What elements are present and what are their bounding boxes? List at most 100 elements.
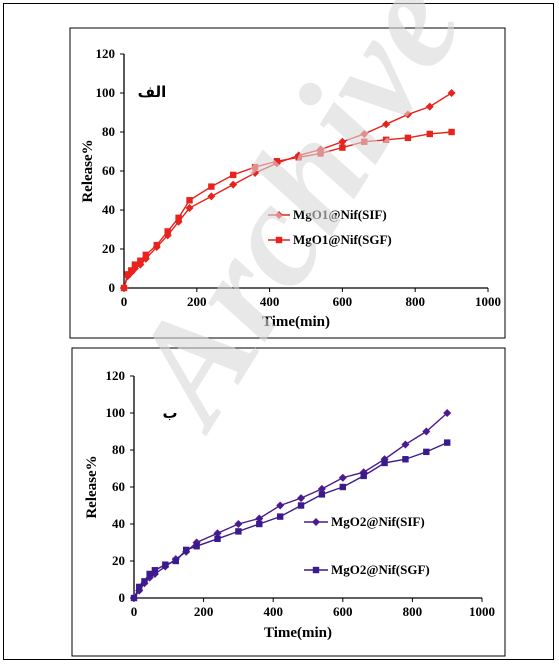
data-point (164, 228, 171, 235)
data-point (444, 439, 451, 446)
y-tick-label: 0 (119, 590, 126, 605)
data-point (447, 89, 456, 97)
x-tick-label: 400 (260, 294, 280, 309)
panel-label: ب (162, 404, 177, 422)
data-point (213, 529, 222, 538)
figure-frame (3, 3, 554, 660)
data-point (137, 257, 144, 264)
data-point (448, 128, 455, 136)
data-point (360, 472, 367, 480)
x-tick-label: 600 (333, 604, 353, 619)
data-point (426, 130, 433, 138)
data-point (172, 557, 179, 565)
legend-label: MgO2@Nif(SIF) (331, 514, 425, 529)
data-point (142, 251, 150, 259)
y-tick-label: 60 (102, 163, 115, 178)
data-point (162, 561, 169, 568)
data-point (338, 473, 347, 482)
data-point (381, 459, 388, 467)
panel-1-frame (69, 27, 506, 339)
data-point (382, 120, 391, 129)
data-point (273, 158, 281, 165)
legend-marker (312, 566, 320, 574)
data-point (136, 583, 143, 591)
x-tick-label: 800 (405, 294, 425, 309)
data-point (186, 197, 193, 204)
y-tick-label: 100 (96, 85, 116, 100)
data-point (403, 110, 412, 119)
data-point (193, 543, 200, 550)
y-tick-label: 60 (112, 479, 125, 494)
data-point (151, 567, 159, 574)
x-tick-label: 1000 (475, 294, 501, 309)
data-point (130, 594, 138, 602)
data-point (230, 171, 237, 179)
data-point (235, 528, 242, 535)
y-axis-title: Release% (84, 455, 100, 518)
legend-marker (275, 236, 283, 244)
data-point (207, 192, 216, 201)
data-point (208, 183, 215, 190)
data-point (382, 136, 390, 143)
data-point (443, 409, 452, 417)
data-point (229, 180, 238, 189)
data-point (425, 102, 434, 111)
data-point (423, 448, 430, 456)
chart-panel-2: 0 20 40 60 80 100 120 0 200 400 600 800 1000 Time(min… (84, 368, 495, 641)
data-point (404, 134, 412, 142)
legend-label: MgO1@Nif(SIF) (293, 207, 387, 222)
data-point (131, 261, 139, 268)
legend-label: MgO2@Nif(SGF) (331, 562, 430, 577)
data-point (317, 150, 324, 157)
panel-label: الف (138, 83, 167, 101)
data-point (276, 513, 284, 520)
y-tick-label: 80 (112, 442, 125, 457)
y-tick-label: 120 (96, 46, 116, 61)
x-tick-label: 600 (333, 294, 353, 309)
data-point (185, 204, 194, 213)
data-point (234, 520, 243, 528)
x-tick-label: 0 (121, 294, 128, 309)
data-point (297, 502, 305, 509)
x-axis-title: Time(min) (262, 314, 330, 330)
series-2 (120, 128, 455, 292)
legend-label: MgO1@Nif(SGF) (293, 232, 392, 247)
data-point (251, 168, 260, 177)
data-point (422, 427, 431, 436)
data-point (402, 456, 409, 463)
y-tick-label: 0 (109, 280, 116, 295)
data-point (146, 570, 153, 578)
data-point (339, 144, 346, 151)
y-axis-title: Release% (80, 139, 96, 202)
x-tick-label: 0 (131, 604, 138, 619)
chart-panel-1: 0 20 40 60 80 100 120 0 200 400 600 800 1000 Time(min… (80, 46, 501, 330)
x-axis-title: Time(min) (264, 625, 332, 641)
data-point (360, 129, 369, 138)
data-point (153, 241, 160, 249)
x-tick-label: 200 (194, 604, 214, 619)
legend-marker (275, 211, 283, 219)
y-tick-label: 20 (112, 553, 125, 568)
y-tick-label: 120 (106, 368, 126, 383)
x-tick-label: 200 (187, 294, 207, 309)
data-point (338, 137, 347, 146)
x-tick-label: 1000 (469, 604, 495, 619)
y-tick-label: 40 (102, 202, 115, 217)
watermark-text: Archive (93, 0, 494, 454)
panel-2-frame (71, 347, 506, 657)
data-point (251, 163, 259, 171)
x-tick-label: 800 (403, 604, 423, 619)
y-tick-label: 20 (102, 241, 115, 256)
data-point (295, 154, 302, 161)
data-point (276, 501, 285, 510)
data-point (361, 138, 368, 145)
legend-marker (312, 518, 320, 526)
data-point (339, 483, 346, 491)
y-tick-label: 80 (102, 124, 115, 139)
data-point (256, 520, 263, 528)
data-point (141, 578, 148, 585)
y-tick-label: 100 (106, 405, 126, 420)
x-tick-label: 400 (263, 604, 283, 619)
data-point (318, 491, 326, 498)
